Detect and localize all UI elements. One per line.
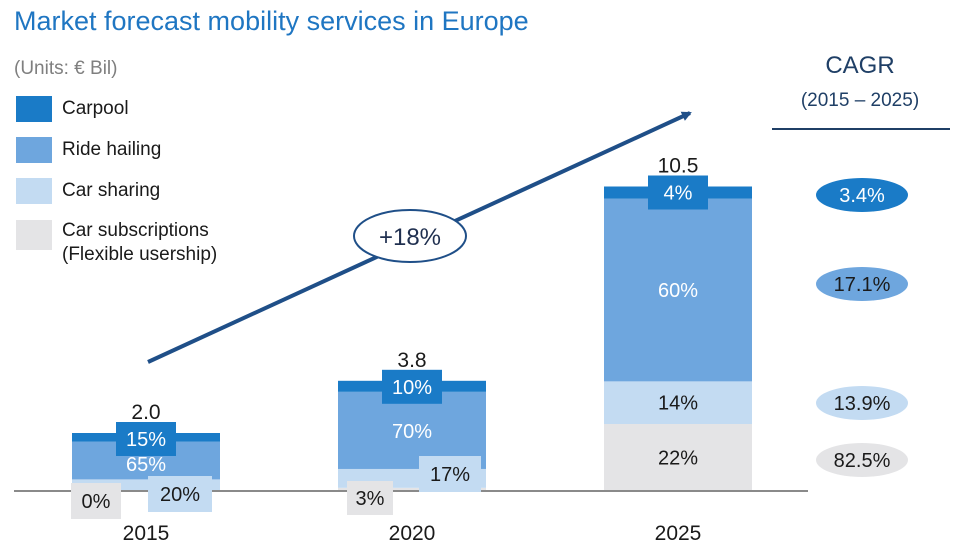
cagr-badge-0 [816,178,908,212]
bar-segment-2025-1 [604,381,752,425]
legend-swatch-ride-hailing [16,137,52,163]
cagr-badge-2 [816,386,908,420]
cagr-underline [772,128,950,130]
segment-label-2025-1: 14% [658,393,698,415]
x-tick-label-2020: 2020 [389,522,436,545]
segment-label-box-2015-0 [71,483,121,519]
legend-label-carpool: Carpool [62,98,129,119]
cagr-badge-label-0: 3.4% [839,185,885,207]
segment-label-2015-2: 65% [126,454,166,476]
cagr-badge-3 [816,443,908,477]
segment-label-box-2015-1 [148,476,212,512]
growth-label: +18% [379,224,441,251]
chart-title: Market forecast mobility services in Eur… [14,6,529,36]
segment-label-2025-0: 22% [658,448,698,470]
x-tick-label-2015: 2015 [123,522,170,545]
legend-swatch-car-sharing [16,178,52,204]
legend-label-car-sharing: Car sharing [62,180,161,201]
cagr-badge-label-2: 13.9% [834,393,891,415]
cagr-badge-label-1: 17.1% [834,274,891,296]
segment-label-box-2020-0 [347,481,393,515]
bar-segment-2015-1 [72,479,220,491]
bar-total-label-2025: 10.5 [658,155,699,178]
segment-label-box-2015-3 [116,422,176,456]
cagr-period: (2015 – 2025) [800,90,920,111]
segment-label-2025-2: 60% [658,280,698,302]
growth-bubble [353,209,467,263]
cagr-badge-label-3: 82.5% [834,450,891,472]
legend-label-car-subscriptions: Car subscriptions [62,220,209,241]
bar-segment-2020-0 [338,487,486,491]
legend-label-flexible-usership: (Flexible usership) [62,244,218,265]
segment-label-2015-3: 15% [126,429,166,451]
bar-total-label-2020: 3.8 [397,349,426,372]
segment-label-2020-3: 10% [392,377,432,399]
x-tick-label-2025: 2025 [655,522,702,545]
segment-label-2025-3: 4% [664,183,693,205]
cagr-badge-1 [816,267,908,301]
units-label: (Units: € Bil) [14,58,118,79]
bar-total-label-2015: 2.0 [131,401,160,424]
cagr-title: CAGR [825,52,895,79]
segment-label-box-2020-1 [419,456,481,492]
legend-swatch-car-subscriptions [16,220,52,250]
segment-label-2020-2: 70% [392,421,432,443]
segment-label-2020-1: 17% [430,464,470,486]
segment-label-2015-1: 20% [160,484,200,506]
legend-swatch-carpool [16,96,52,122]
legend-label-ride-hailing: Ride hailing [62,139,162,160]
segment-label-2015-0: 0% [82,491,111,513]
bar-segment-2025-2 [604,198,752,382]
segment-label-box-2020-3 [382,369,442,404]
segment-label-2020-0: 3% [356,488,385,510]
segment-label-box-2025-3 [648,175,708,210]
bar-segment-2025-0 [604,424,752,491]
